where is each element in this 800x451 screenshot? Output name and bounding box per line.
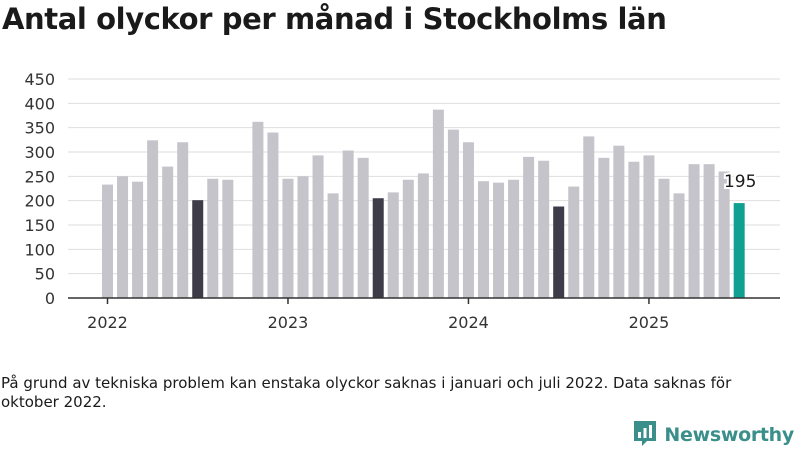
bar <box>733 203 745 298</box>
x-axis: 2022 2023 2024 2025 <box>68 297 780 332</box>
bar <box>102 184 113 298</box>
annotations: 195 <box>722 170 758 194</box>
y-tick-label: 250 <box>24 167 55 186</box>
y-tick-label: 350 <box>24 119 55 138</box>
y-tick-label: 150 <box>24 216 55 235</box>
y-tick-label: 50 <box>35 265 55 284</box>
bar <box>417 173 429 298</box>
bar <box>478 181 489 298</box>
bar <box>613 145 625 298</box>
bar <box>643 155 655 298</box>
bar <box>688 164 700 298</box>
bar <box>297 176 309 298</box>
bar <box>402 179 414 298</box>
bar <box>192 200 204 298</box>
bar <box>357 157 369 298</box>
bar <box>447 129 459 298</box>
bar <box>312 155 324 298</box>
bar <box>387 192 399 298</box>
y-axis-ticks: 0 50 100 150 200 250 300 350 400 450 <box>24 70 55 308</box>
bar <box>673 193 685 298</box>
bar <box>177 142 189 298</box>
bar <box>432 109 444 298</box>
bar <box>568 186 580 298</box>
newsworthy-logo-icon <box>632 419 658 451</box>
bar <box>267 132 279 298</box>
bar <box>523 156 535 298</box>
bar <box>538 160 550 298</box>
bar <box>718 171 730 298</box>
bar <box>162 166 174 298</box>
bar <box>553 206 565 298</box>
bar <box>628 161 640 298</box>
bar <box>658 178 670 298</box>
y-tick-label: 0 <box>45 289 55 308</box>
bar <box>493 182 505 298</box>
footnote: På grund av tekniska problem kan enstaka… <box>1 374 732 411</box>
y-tick-label: 200 <box>24 192 55 211</box>
x-tick-label: 2022 <box>87 313 128 332</box>
bar <box>372 198 384 298</box>
x-tick-label: 2025 <box>629 313 670 332</box>
bar <box>583 136 595 298</box>
x-tick-label: 2023 <box>268 313 309 332</box>
bar <box>222 179 234 298</box>
bar <box>327 193 339 298</box>
bar <box>252 121 264 299</box>
x-tick-label: 2024 <box>448 313 489 332</box>
bar <box>508 179 520 298</box>
newsworthy-brand[interactable]: Newsworthy <box>632 420 794 450</box>
bars <box>102 109 745 299</box>
y-tick-label: 450 <box>24 70 55 89</box>
y-tick-label: 400 <box>24 94 55 113</box>
bar <box>282 178 294 298</box>
y-tick-label: 100 <box>24 240 55 259</box>
bar <box>207 178 219 298</box>
bar <box>132 181 144 298</box>
chart-title: Antal olyckor per månad i Stockholms län <box>2 2 667 36</box>
bar <box>147 140 159 298</box>
bar <box>342 150 354 298</box>
bar <box>117 176 129 298</box>
y-tick-label: 300 <box>24 143 55 162</box>
brand-name: Newsworthy <box>664 424 794 446</box>
bar <box>598 157 610 298</box>
bar <box>462 142 474 298</box>
data-label: 195 <box>724 172 756 192</box>
bar <box>703 164 715 298</box>
